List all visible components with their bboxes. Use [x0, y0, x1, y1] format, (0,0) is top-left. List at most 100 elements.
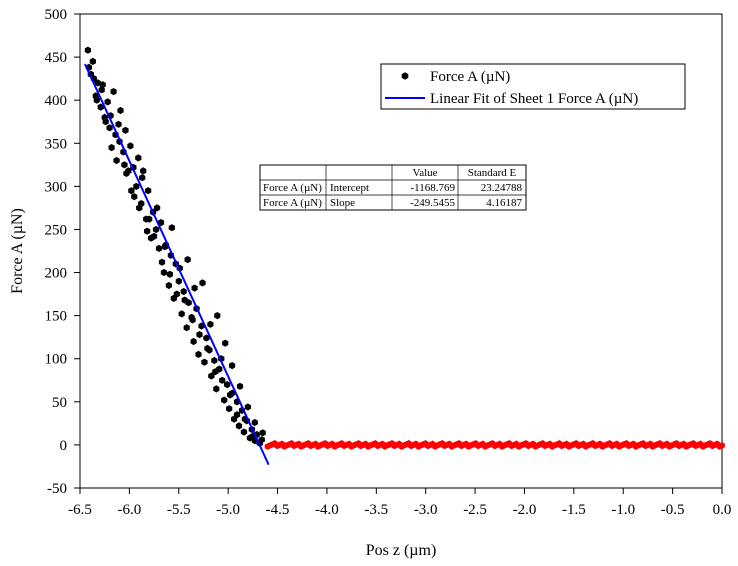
y-tick-label: 450: [45, 50, 68, 66]
y-tick-label: 350: [45, 136, 68, 152]
data-point: [135, 154, 142, 162]
y-axis-title: Force A (µN): [9, 208, 26, 294]
table-header-stderr: Standard E: [468, 167, 517, 179]
x-tick-label: -2.0: [513, 502, 537, 518]
x-tick-label: -2.5: [463, 502, 487, 518]
legend: Force A (µN) Linear Fit of Sheet 1 Force…: [380, 63, 686, 110]
data-point: [178, 310, 185, 318]
table-cell: Force A (µN): [263, 182, 322, 194]
data-point: [211, 356, 218, 365]
data-point: [153, 204, 161, 212]
x-tick-label: -6.0: [118, 502, 142, 518]
y-tick-label: 500: [45, 7, 68, 23]
data-point: [160, 268, 168, 277]
data-point: [259, 429, 266, 437]
data-point: [97, 103, 104, 111]
table-cell: Slope: [330, 197, 355, 209]
data-point: [151, 232, 158, 240]
data-point: [226, 405, 233, 413]
fit-line-group: [84, 63, 270, 466]
data-point: [161, 243, 169, 251]
data-point: [195, 350, 202, 358]
x-tick-label: -6.5: [68, 502, 92, 518]
data-point: [115, 120, 122, 128]
data-point: [123, 169, 130, 177]
legend-box: [380, 63, 686, 110]
data-point: [168, 224, 175, 232]
data-point: [199, 279, 206, 287]
data-point: [251, 418, 258, 427]
data-point: [236, 382, 244, 390]
data-point: [198, 322, 205, 330]
table-cell: -249.5455: [410, 197, 455, 209]
y-tick-label: 150: [45, 309, 68, 325]
x-tick-label: -1.5: [562, 502, 586, 518]
data-point: [221, 396, 228, 404]
y-tick-label: 0: [60, 438, 68, 454]
data-point: [98, 86, 105, 94]
fit-table: Value Standard E Force A (µN) Intercept …: [259, 164, 527, 211]
y-tick-label: 50: [52, 395, 67, 411]
legend-marker-shape: [401, 72, 409, 80]
data-point: [93, 96, 100, 104]
red-baseline-series: [264, 440, 725, 450]
data-point: [235, 422, 243, 430]
table-cell: 4.16187: [486, 197, 522, 209]
y-tick-label: 100: [45, 352, 68, 368]
fit-table-border: [259, 164, 527, 211]
data-point: [203, 334, 210, 342]
table-header-value: Value: [412, 167, 437, 179]
data-point: [110, 88, 117, 96]
data-point: [113, 156, 120, 165]
x-tick-label: -0.5: [661, 502, 685, 518]
x-tick-label: -5.0: [216, 502, 240, 518]
data-point: [244, 403, 251, 411]
data-point: [214, 312, 221, 320]
data-point: [212, 368, 219, 376]
data-point: [204, 344, 211, 352]
data-point: [108, 144, 115, 152]
data-point: [208, 372, 215, 380]
x-tick-label: -1.0: [611, 502, 635, 518]
data-point: [173, 290, 180, 298]
data-point: [136, 204, 143, 212]
y-tick-label: 400: [45, 93, 68, 109]
data-point: [152, 225, 160, 234]
axis-ticks: -6.5 -6.0 -5.5 -5.0 -4.5 -4.0 -3.5 -3.0 -2.5 -2.0…: [45, 7, 732, 518]
x-tick-label: -3.5: [364, 502, 388, 518]
table-cell: -1168.769: [410, 182, 455, 194]
x-tick-label: -3.0: [414, 502, 438, 518]
data-point: [84, 46, 91, 54]
data-point: [165, 281, 172, 290]
data-point: [106, 124, 113, 132]
legend-label-fit: Linear Fit of Sheet 1 Force A (µN): [430, 91, 638, 107]
scatter-points: [84, 46, 266, 447]
x-tick-label: -4.5: [266, 502, 290, 518]
y-tick-label: 250: [45, 222, 68, 238]
data-point: [213, 385, 220, 393]
data-point: [240, 428, 248, 436]
table-cell: Intercept: [330, 182, 369, 194]
data-point: [121, 161, 128, 169]
data-point: [117, 106, 124, 115]
data-point: [219, 376, 226, 384]
data-point: [127, 142, 134, 150]
y-tick-label: -50: [47, 481, 67, 497]
fit-line: [84, 63, 270, 466]
data-point: [99, 81, 106, 89]
baseline-point: [719, 442, 725, 449]
data-point: [233, 411, 241, 419]
y-tick-label: 200: [45, 266, 68, 282]
data-point: [144, 227, 151, 235]
data-point: [207, 320, 214, 328]
x-tick-label: -4.0: [315, 502, 339, 518]
data-point: [224, 381, 231, 389]
data-point: [128, 187, 135, 195]
data-point: [140, 167, 147, 175]
data-point: [181, 296, 188, 304]
data-point: [196, 331, 203, 339]
table-cell: Force A (µN): [263, 197, 322, 209]
data-point: [229, 362, 236, 370]
x-tick-label: -5.5: [167, 502, 191, 518]
